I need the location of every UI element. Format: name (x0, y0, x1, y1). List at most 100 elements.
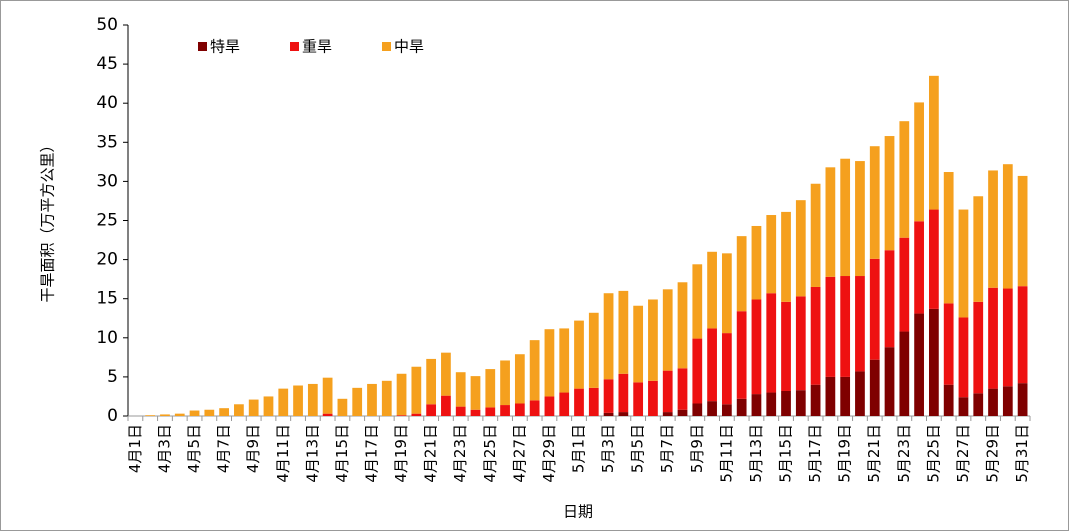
bar-segment (588, 387, 599, 416)
bar-segment (781, 301, 791, 391)
legend-label: 重旱 (302, 38, 332, 56)
x-tick-label: 4月29日 (540, 424, 558, 483)
bar-segment (1002, 288, 1013, 387)
bar-segment (574, 388, 584, 416)
bar-segment (943, 303, 954, 385)
bar-segment (500, 405, 510, 416)
bar-segment (914, 221, 924, 314)
bar-segment (426, 358, 437, 405)
bar-segment (633, 305, 644, 383)
bar-segment (381, 380, 392, 416)
bar-segment (810, 384, 821, 416)
bar-segment (677, 282, 688, 369)
bar-segment (929, 75, 939, 210)
bar-segment (278, 388, 289, 416)
y-tick-label: 20 (96, 250, 118, 270)
bar-segment (1002, 386, 1013, 416)
bar-segment (470, 409, 481, 416)
bar-segment (441, 395, 451, 416)
y-tick-label: 35 (96, 132, 118, 152)
bar-segment (426, 404, 437, 416)
bar-segment (234, 404, 244, 416)
bar-segment (145, 415, 156, 416)
x-tick-label: 4月3日 (155, 424, 173, 473)
bar-segment (263, 396, 274, 416)
bar-segment (973, 393, 984, 416)
bar-segment (603, 293, 614, 380)
bar-segment (884, 136, 895, 251)
x-tick-label: 5月21日 (865, 424, 883, 483)
bar-segment (189, 410, 200, 416)
x-tick-label: 5月29日 (984, 424, 1002, 483)
bar-segment (307, 383, 318, 416)
x-tick-label: 5月11日 (717, 424, 735, 483)
bar-segment (174, 413, 185, 416)
bar-segment (929, 209, 939, 309)
bar-segment (455, 406, 466, 416)
x-tick-label: 5月25日 (924, 424, 942, 483)
bar-segment (692, 264, 703, 339)
bar-segment (988, 287, 998, 389)
bar-segment (618, 290, 629, 374)
bar-segment (470, 376, 481, 410)
bar-segment (1002, 164, 1013, 289)
bar-segment (840, 276, 851, 377)
bar-segment (766, 215, 777, 294)
legend-label: 中旱 (394, 38, 424, 56)
bar-segment (337, 398, 348, 416)
x-tick-label: 4月15日 (333, 424, 351, 483)
bar-segment (751, 225, 762, 300)
bar-segment (840, 376, 851, 416)
bar-segment (855, 276, 865, 372)
x-tick-label: 5月15日 (777, 424, 795, 483)
x-axis-title: 日期 (563, 503, 593, 521)
x-tick-label: 4月21日 (422, 424, 440, 483)
bar-segment (485, 407, 496, 416)
bar-segment (751, 299, 762, 395)
bar-segment (204, 409, 215, 416)
x-tick-label: 5月27日 (954, 424, 972, 483)
bar-segment (795, 200, 806, 297)
x-tick-label: 5月19日 (836, 424, 854, 483)
bar-segment (1017, 175, 1028, 287)
bar-segment (160, 414, 170, 416)
bar-segment (441, 352, 451, 396)
bar-segment (322, 413, 333, 416)
bar-segment (707, 328, 717, 402)
bar-segment (618, 412, 629, 416)
bar-segment (692, 403, 703, 416)
bar-segment (899, 121, 910, 238)
bar-segment (352, 387, 363, 416)
bar-segment (618, 373, 629, 413)
y-axis-title: 干旱面积（万平方公里） (39, 137, 57, 302)
bar-segment (914, 102, 924, 222)
bar-segment (721, 333, 732, 405)
bar-segment (603, 412, 614, 416)
y-tick-label: 15 (96, 289, 118, 309)
bar-segment (781, 211, 791, 302)
x-tick-label: 4月1日 (126, 424, 144, 473)
bar-segment (662, 370, 673, 413)
bar-segment (396, 373, 407, 416)
bar-segment (766, 392, 777, 416)
bar-segment (514, 354, 525, 404)
bar-segment (707, 401, 717, 416)
bar-segment (899, 331, 910, 416)
bar-segment (869, 146, 880, 259)
bar-segment (958, 317, 969, 398)
bar-segment (958, 209, 969, 318)
bar-segment (648, 380, 658, 416)
bar-segment (1017, 286, 1028, 384)
x-tick-label: 4月11日 (274, 424, 292, 483)
bar-segment (721, 404, 732, 416)
x-tick-label: 4月5日 (185, 424, 203, 473)
bar-segment (1017, 383, 1028, 416)
bar-segment (988, 170, 998, 288)
bar-segment (396, 415, 407, 416)
bar-segment (810, 183, 821, 287)
bar-segment (648, 299, 658, 381)
x-tick-label: 5月17日 (806, 424, 824, 483)
bar-segment (559, 328, 570, 393)
bar-segment (322, 377, 333, 414)
x-tick-label: 4月17日 (362, 424, 380, 483)
